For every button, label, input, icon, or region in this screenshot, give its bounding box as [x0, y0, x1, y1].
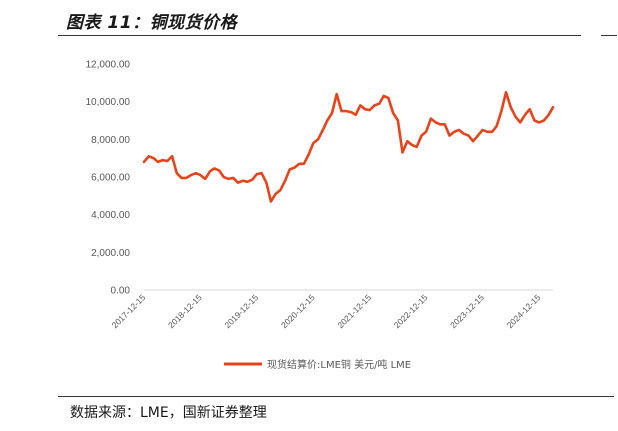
y-tick-label: 8,000.00: [91, 135, 130, 146]
bottom-divider: [58, 396, 614, 397]
x-tick-label: 2022-12-15: [392, 292, 430, 330]
x-tick-label: 2020-12-15: [279, 292, 317, 330]
y-tick-label: 12,000.00: [86, 60, 131, 71]
top-divider: [58, 35, 581, 36]
x-tick-label: 2018-12-15: [166, 292, 204, 330]
top-divider-stub: [601, 35, 617, 36]
x-tick-label: 2024-12-15: [505, 292, 543, 330]
x-tick-label: 2021-12-15: [335, 292, 373, 330]
y-tick-label: 6,000.00: [91, 173, 130, 184]
x-tick-label: 2017-12-15: [110, 292, 148, 330]
source-note: 数据来源：LME，国新证券整理: [70, 405, 267, 421]
x-tick-label: 2023-12-15: [448, 292, 486, 330]
x-axis-ticks: 2017-12-15 2018-12-15 2019-12-15 2020-12-15…: [110, 292, 543, 330]
legend: 现货结算价:LME铜 美元/吨 LME: [224, 358, 411, 371]
legend-label: 现货结算价:LME铜 美元/吨 LME: [267, 358, 411, 371]
y-axis-ticks: 0.00 2,000.00 4,000.00 6,000.00 8,000.00 10,0…: [86, 60, 131, 297]
series-group: [142, 91, 555, 203]
y-tick-label: 4,000.00: [91, 210, 130, 221]
y-tick-label: 10,000.00: [86, 97, 131, 108]
y-tick-label: 2,000.00: [91, 248, 130, 259]
figure-title: 图表 11：铜现货价格: [66, 13, 238, 33]
x-tick-label: 2019-12-15: [222, 292, 260, 330]
series-line-copper-price: [142, 91, 555, 203]
y-tick-label: 0.00: [111, 286, 131, 297]
